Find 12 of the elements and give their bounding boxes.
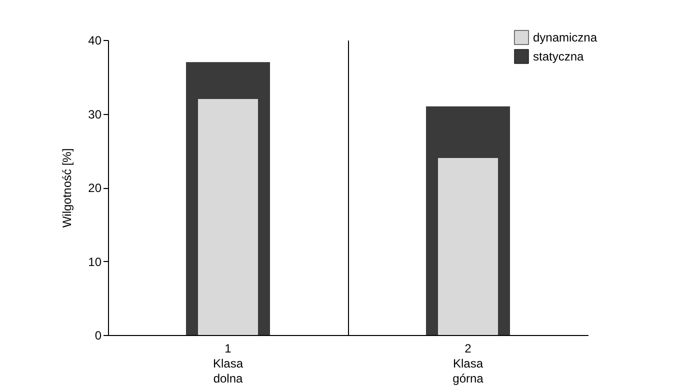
y-tick-label: 10 bbox=[88, 254, 102, 269]
y-tick-label: 30 bbox=[88, 107, 102, 122]
x-tick-label: 1 Klasa dolna bbox=[212, 342, 244, 386]
y-axis-title: Wilgotność [%] bbox=[60, 148, 74, 228]
y-tick-label: 0 bbox=[94, 328, 102, 342]
legend-label: statyczna bbox=[533, 50, 584, 64]
bar bbox=[198, 99, 258, 335]
y-tick-label: 40 bbox=[88, 34, 102, 48]
legend-label: dynamiczna bbox=[533, 30, 598, 44]
y-tick-label: 20 bbox=[88, 181, 102, 195]
x-tick-label: 2 Klasa górna bbox=[452, 342, 484, 386]
bar bbox=[438, 158, 498, 335]
